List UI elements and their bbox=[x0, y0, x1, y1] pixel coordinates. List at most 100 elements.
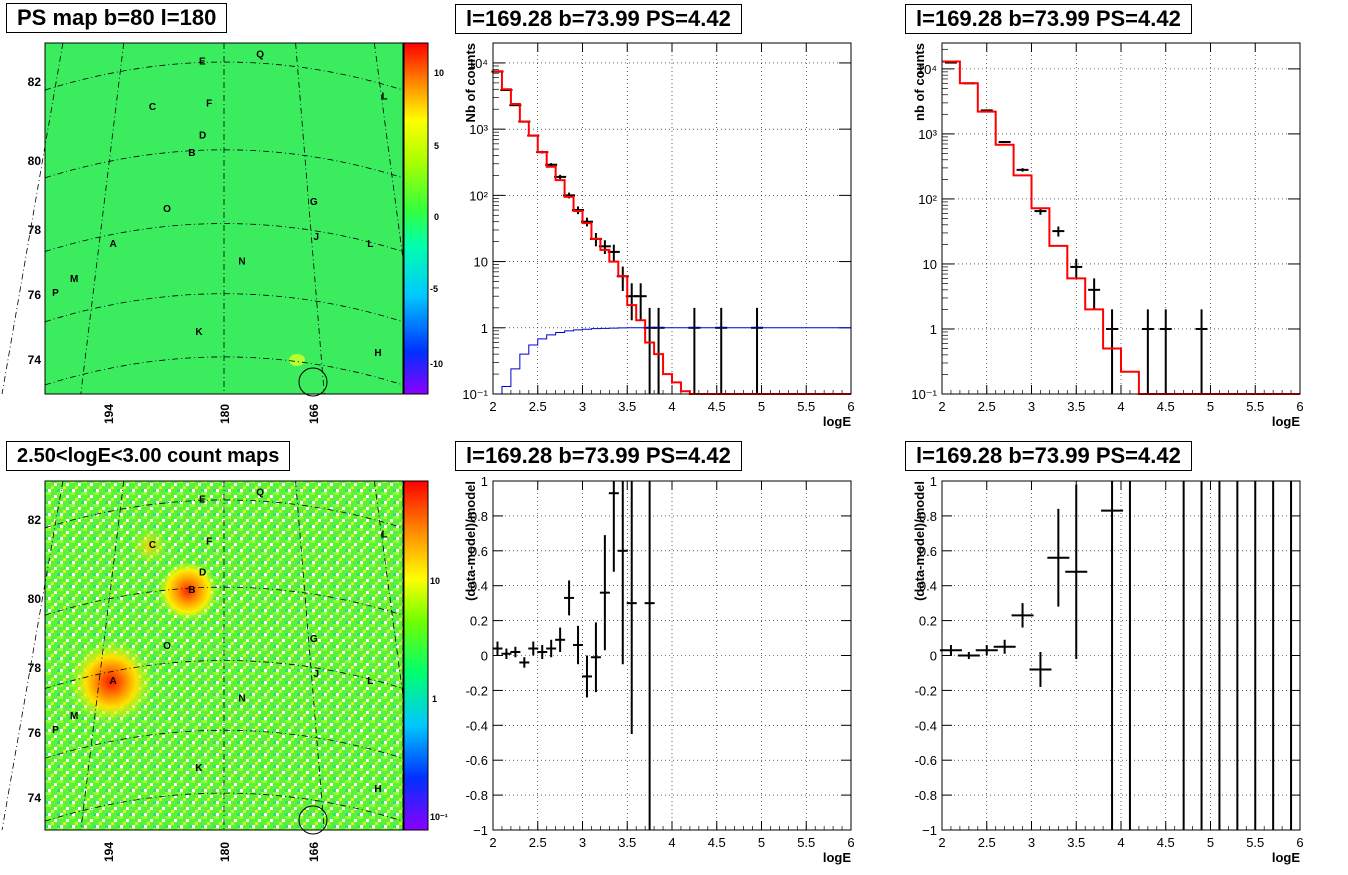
x-tick-label: 5.5 bbox=[1246, 399, 1264, 414]
data-point bbox=[1101, 481, 1124, 830]
map-source-label: C bbox=[149, 102, 156, 113]
series-ratio-histogram bbox=[493, 327, 851, 395]
x-tick-label: 2 bbox=[489, 835, 496, 850]
data-point bbox=[939, 645, 962, 656]
x-axis-label: logE bbox=[1272, 850, 1300, 865]
x-tick-label: 3.5 bbox=[618, 399, 636, 414]
ps-cbar-tick: -5 bbox=[430, 284, 438, 294]
cm-cbar-tick: 10 bbox=[430, 576, 440, 586]
data-point bbox=[1159, 309, 1172, 394]
data-point bbox=[1016, 168, 1029, 172]
data-point bbox=[555, 627, 566, 653]
data-point bbox=[528, 641, 539, 656]
count-map-colorbar bbox=[403, 480, 429, 831]
y-tick-label: 10³ bbox=[918, 127, 937, 142]
y-axis-label: (data-model)/model bbox=[463, 481, 478, 601]
count-map-y-ticks: 82 80 78 76 74 bbox=[28, 513, 42, 805]
residual-left-title: l=169.28 b=73.99 PS=4.42 bbox=[455, 441, 742, 471]
y-tick-label: -0.4 bbox=[915, 718, 937, 733]
ps-y-tick: 78 bbox=[28, 223, 42, 237]
data-point bbox=[519, 657, 530, 668]
map-source-label: A bbox=[109, 239, 116, 250]
plot-frame bbox=[941, 42, 1301, 395]
map-latitude-line bbox=[44, 792, 404, 822]
map-latitude-line bbox=[44, 223, 404, 252]
series-model-histogram bbox=[493, 70, 851, 395]
count-map-title: 2.50<logE<3.00 count maps bbox=[6, 441, 291, 471]
y-tick-label: 0.6 bbox=[919, 544, 937, 559]
data-point bbox=[537, 645, 548, 659]
ps-x-tick: 166 bbox=[307, 404, 321, 424]
data-point bbox=[634, 283, 647, 321]
map-source-label: N bbox=[238, 257, 245, 268]
ps-map-x-ticks: 194 180 166 bbox=[102, 404, 321, 424]
data-point bbox=[617, 481, 628, 665]
map-source-label: P bbox=[52, 288, 59, 299]
map-source-label: L bbox=[367, 676, 373, 687]
map-source-label: Q bbox=[256, 50, 264, 61]
map-source-label: F bbox=[206, 99, 212, 110]
map-source-label: Q bbox=[256, 487, 264, 498]
data-point bbox=[599, 535, 610, 651]
plot-background bbox=[942, 481, 1300, 830]
data-point bbox=[564, 580, 575, 616]
data-point bbox=[1047, 508, 1070, 607]
spectrum-right-title: l=169.28 b=73.99 PS=4.42 bbox=[905, 4, 1192, 34]
y-tick-label: 0.6 bbox=[470, 544, 488, 559]
ps-map-source-labels: E Q L C F DB O G J L A N MP K H bbox=[52, 50, 387, 359]
x-tick-label: 4 bbox=[668, 399, 675, 414]
plot-frame bbox=[492, 480, 852, 831]
plot-background bbox=[493, 481, 851, 830]
x-tick-label: 5.5 bbox=[1246, 835, 1264, 850]
data-point bbox=[581, 655, 592, 698]
cm-cbar-tick: 10⁻¹ bbox=[430, 812, 448, 822]
y-tick-label: 10² bbox=[469, 188, 488, 203]
map-source-label: P bbox=[52, 725, 59, 736]
data-point bbox=[626, 481, 637, 735]
y-tick-label: 1 bbox=[930, 474, 937, 489]
y-axis-label: (data-model)/model bbox=[912, 481, 927, 601]
ps-cbar-tick: 10 bbox=[434, 68, 444, 78]
map-source-label: E bbox=[199, 494, 206, 505]
map-latitude-line bbox=[44, 729, 404, 759]
y-tick-label: -0.2 bbox=[915, 683, 937, 698]
x-tick-label: 3 bbox=[1028, 835, 1035, 850]
cm-y-tick: 78 bbox=[28, 661, 42, 675]
x-tick-label: 4.5 bbox=[1157, 835, 1175, 850]
data-point bbox=[546, 639, 557, 658]
x-tick-label: 5.5 bbox=[797, 399, 815, 414]
data-point bbox=[998, 141, 1011, 144]
map-latitude-line bbox=[44, 499, 404, 529]
x-tick-label: 6 bbox=[1296, 399, 1303, 414]
data-point bbox=[1011, 603, 1034, 628]
chart-spectrum-right: 2 2.5 3 3.5 4 4.5 5 5.5 6 10⁻¹ 1 10 10² 10³ 10⁴ logE nb … bbox=[911, 42, 1304, 429]
y-tick-label: 10⁴ bbox=[468, 56, 488, 71]
x-axis-label: logE bbox=[1272, 414, 1300, 429]
ps-map-texture bbox=[45, 43, 403, 394]
x-tick-label: 6 bbox=[847, 835, 854, 850]
y-tick-label: 10⁻¹ bbox=[462, 387, 488, 402]
map-latitude-line bbox=[44, 586, 404, 616]
x-tick-label: 3.5 bbox=[1067, 399, 1085, 414]
map-source-label: C bbox=[149, 540, 156, 551]
map-source-label: L bbox=[367, 239, 373, 250]
count-map-source-labels: E Q L C F DB O G J L A N MP K H bbox=[52, 487, 387, 795]
data-point bbox=[975, 645, 998, 656]
data-point bbox=[993, 639, 1016, 654]
y-tick-label: 10⁻¹ bbox=[911, 387, 937, 402]
map-source-label: A bbox=[109, 676, 116, 687]
data-point bbox=[608, 481, 619, 572]
map-source-label: B bbox=[188, 585, 195, 596]
plot-frame bbox=[941, 480, 1301, 831]
map-source-label: L bbox=[382, 529, 388, 540]
count-map-colorbar-ticks: 10 1 10⁻¹ bbox=[430, 576, 448, 822]
y-tick-label: 0.4 bbox=[470, 579, 488, 594]
count-map-panel: E Q L C F DB O G J L A N MP K H 10 1 10⁻¹ 82 80 78 76 … bbox=[1, 480, 448, 862]
x-tick-label: 6 bbox=[847, 399, 854, 414]
map-source-label: M bbox=[70, 274, 78, 285]
y-tick-label: -0.2 bbox=[466, 683, 488, 698]
map-meridian-line bbox=[1, 480, 64, 831]
x-tick-label: 2 bbox=[489, 399, 496, 414]
cm-x-tick: 180 bbox=[218, 842, 232, 862]
map-source-label: G bbox=[310, 197, 318, 208]
